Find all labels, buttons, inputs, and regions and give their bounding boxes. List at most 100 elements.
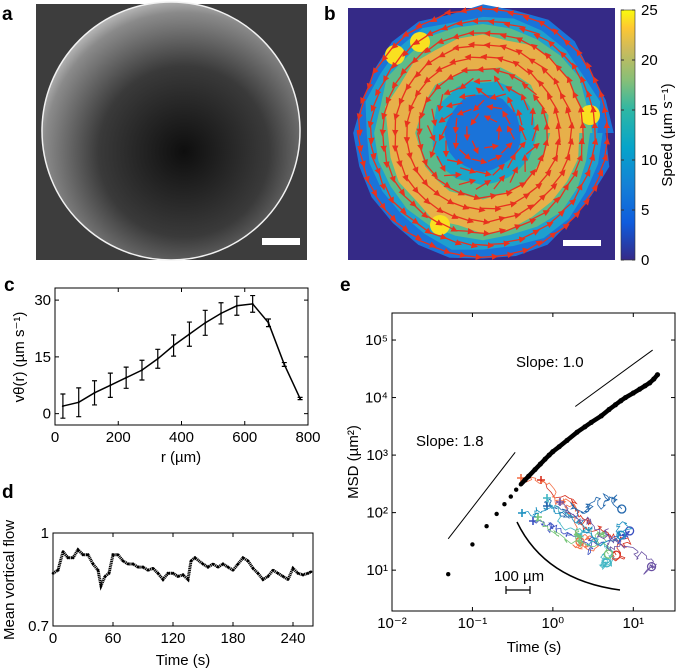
data-point bbox=[309, 570, 313, 574]
velocity-arrow bbox=[508, 73, 526, 84]
trajectory-inset bbox=[517, 474, 657, 575]
slope-reference-line bbox=[574, 349, 653, 407]
velocity-arrow bbox=[590, 105, 597, 128]
inset-scale-bar-label: 100 µm bbox=[494, 568, 544, 585]
velocity-arrow bbox=[429, 141, 437, 159]
trajectory-start-marker bbox=[518, 509, 526, 517]
velocity-arrow bbox=[520, 93, 529, 111]
trajectory-start-marker bbox=[529, 517, 537, 525]
velocity-arrow bbox=[456, 108, 472, 116]
panel-label-b: b bbox=[324, 4, 336, 25]
velocity-arrow bbox=[458, 178, 477, 186]
velocity-arrow bbox=[532, 94, 545, 110]
data-trace bbox=[52, 547, 312, 591]
trajectory-end-marker bbox=[616, 530, 626, 540]
velocity-arrow bbox=[565, 106, 574, 127]
data-point bbox=[241, 556, 245, 560]
velocity-arrow bbox=[484, 143, 499, 150]
colorbar-tick-label: 0 bbox=[641, 252, 649, 269]
velocity-arrow bbox=[542, 139, 549, 158]
velocity-arrow bbox=[460, 67, 480, 74]
x-tick-label: 120 bbox=[160, 630, 185, 647]
data-point bbox=[66, 556, 70, 560]
colorbar-tick-label: 10 bbox=[641, 152, 658, 169]
velocity-field-panel-b bbox=[348, 4, 615, 261]
scale-bar bbox=[563, 240, 601, 246]
velocity-arrow bbox=[489, 93, 506, 100]
data-point bbox=[126, 562, 130, 566]
data-point bbox=[281, 575, 285, 578]
colorbar-tick-label: 20 bbox=[641, 52, 658, 69]
velocity-arrow bbox=[459, 77, 474, 90]
slope-label: Slope: 1.0 bbox=[516, 354, 584, 371]
velocity-arrow bbox=[486, 104, 502, 111]
data-point bbox=[296, 572, 300, 575]
data-point bbox=[161, 578, 165, 581]
colorbar: 0 5 10 15 20 25 Speed (µm s⁻¹) bbox=[620, 2, 676, 269]
data-point bbox=[494, 511, 499, 517]
velocity-arrow bbox=[473, 77, 492, 85]
data-point bbox=[91, 562, 95, 566]
x-axis-label: Time (s) bbox=[507, 639, 561, 656]
velocity-arrow bbox=[519, 124, 527, 141]
data-point bbox=[156, 357, 159, 360]
data-point bbox=[220, 312, 223, 315]
boundary-arc bbox=[516, 521, 621, 591]
velocity-arrow bbox=[458, 93, 476, 100]
data-point bbox=[502, 502, 507, 507]
velocity-arrow bbox=[460, 167, 477, 174]
data-point bbox=[193, 556, 197, 560]
y-tick-label: 10³ bbox=[366, 447, 388, 464]
velocity-arrow bbox=[445, 102, 463, 109]
trajectory-end-marker bbox=[624, 526, 635, 536]
velocity-arrow bbox=[402, 229, 423, 240]
velocity-arrow bbox=[525, 142, 540, 155]
y-tick-label: 1 bbox=[41, 525, 49, 542]
data-point bbox=[204, 321, 207, 324]
data-point bbox=[156, 572, 160, 575]
y-tick-label: 10¹ bbox=[366, 562, 388, 579]
data-point bbox=[221, 562, 225, 566]
data-point bbox=[246, 559, 250, 563]
velocity-arrow bbox=[535, 154, 544, 173]
velocity-arrow bbox=[493, 174, 506, 190]
velocity-arrow bbox=[473, 99, 485, 112]
data-point bbox=[51, 572, 55, 575]
velocity-arrow bbox=[507, 96, 515, 113]
y-tick-label: 0.7 bbox=[28, 618, 49, 635]
velocity-arrow bbox=[514, 141, 526, 155]
velocity-arrow bbox=[523, 168, 537, 185]
x-tick-label: 10¹ bbox=[622, 615, 644, 632]
trajectory bbox=[540, 479, 632, 562]
y-axis-label: MSD (µm²) bbox=[345, 425, 362, 499]
x-tick-label: 200 bbox=[106, 429, 131, 446]
velocity-arrow bbox=[426, 125, 436, 142]
data-point bbox=[172, 344, 175, 347]
velocity-arrow bbox=[529, 107, 536, 126]
x-tick-label: 240 bbox=[280, 630, 305, 647]
velocity-arrow bbox=[481, 205, 502, 212]
velocity-arrow bbox=[475, 170, 492, 177]
velocity-arrow bbox=[470, 113, 480, 126]
velocity-arrow bbox=[507, 153, 516, 169]
velocity-arrow bbox=[414, 80, 428, 97]
data-point bbox=[484, 524, 489, 529]
velocity-arrow bbox=[438, 125, 447, 142]
velocity-arrow bbox=[436, 155, 446, 173]
data-point bbox=[107, 572, 111, 575]
data-point bbox=[121, 559, 125, 563]
velocity-arrow bbox=[537, 169, 552, 186]
data-point bbox=[116, 553, 120, 556]
y-axis-label: vθ(r) (µm s⁻¹) bbox=[11, 312, 28, 403]
scale-bar bbox=[262, 238, 300, 245]
x-tick-label: 600 bbox=[232, 429, 257, 446]
velocity-arrow bbox=[424, 88, 438, 104]
velocity-arrow bbox=[452, 117, 460, 134]
panel-label-d: d bbox=[2, 482, 14, 503]
velocity-arrow bbox=[543, 122, 551, 142]
data-line bbox=[62, 303, 301, 407]
velocity-arrow bbox=[471, 158, 488, 165]
data-point bbox=[283, 363, 286, 366]
micrograph-panel-a bbox=[36, 1, 307, 261]
